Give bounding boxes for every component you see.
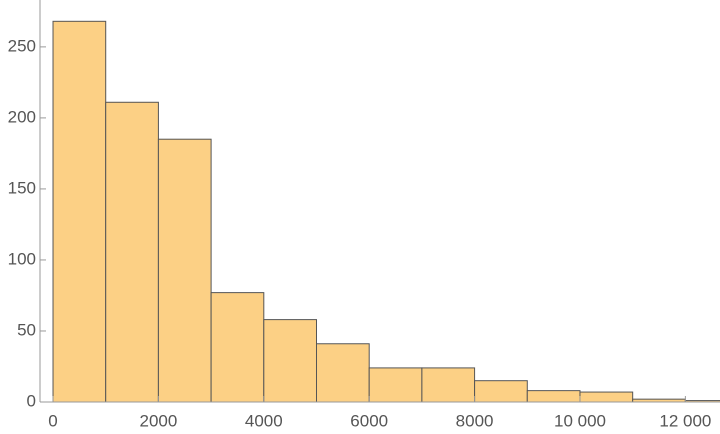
bar (316, 343, 370, 403)
x-tick-label: 10 000 (554, 411, 606, 430)
bar (263, 319, 318, 403)
bar (105, 101, 159, 403)
bar (421, 367, 476, 403)
bar (157, 138, 212, 403)
bar (368, 367, 423, 403)
y-tick-label: 200 (8, 107, 36, 126)
x-tick-label: 12 000 (659, 411, 711, 430)
y-tick-label: 50 (17, 320, 36, 339)
x-tick-label: 2000 (139, 411, 177, 430)
x-tick-label: 0 (48, 411, 57, 430)
x-tick-label: 6000 (350, 411, 388, 430)
y-tick-label: 150 (8, 178, 36, 197)
y-tick-label: 0 (27, 391, 36, 410)
x-tick-label: 4000 (245, 411, 283, 430)
bar (526, 390, 581, 403)
bar (579, 391, 634, 403)
plot-area (52, 20, 720, 403)
bar (52, 20, 107, 403)
bar (474, 380, 528, 403)
y-tick-label: 250 (8, 36, 36, 55)
y-tick-label: 100 (8, 249, 36, 268)
bar (210, 292, 265, 403)
x-tick-label: 8000 (456, 411, 494, 430)
